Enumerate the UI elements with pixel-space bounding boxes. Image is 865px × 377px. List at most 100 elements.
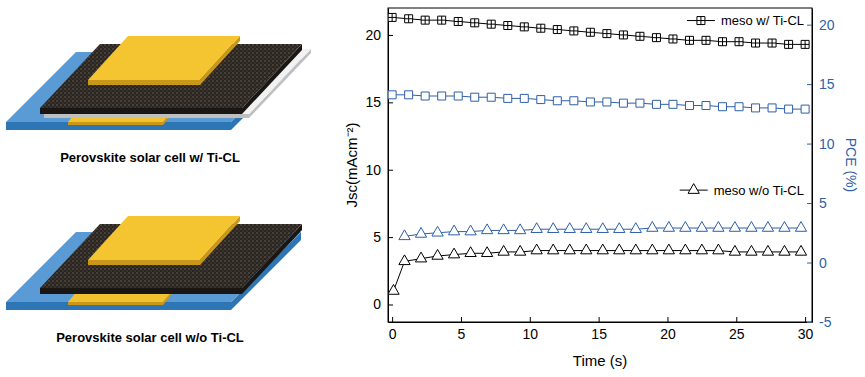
- y2-axis-title: PCE (%): [843, 138, 859, 192]
- y2-axis: -5 0 5 10 15 20: [807, 9, 835, 330]
- data-point: [537, 24, 545, 32]
- x-tick-label: 20: [660, 326, 676, 342]
- data-point: [630, 223, 641, 233]
- data-point: [531, 223, 542, 233]
- y2-tick: 20: [807, 17, 835, 33]
- y-tick-label: 10: [365, 162, 381, 178]
- data-point: [570, 97, 578, 105]
- y-tick-label: 5: [373, 229, 381, 245]
- y2-tick-label: 20: [819, 17, 835, 33]
- y2-tick-label: 10: [819, 136, 835, 152]
- y-axis-title: Jsc(mAcm⁻²): [343, 123, 360, 208]
- y-tick-mark: [388, 102, 393, 103]
- x-tick-label: 0: [389, 326, 397, 342]
- data-point: [487, 93, 495, 101]
- x-tick-mark: [599, 317, 600, 322]
- x-tick-mark: [392, 317, 393, 322]
- data-point: [537, 96, 545, 104]
- data-point: [553, 26, 561, 34]
- data-point: [696, 222, 707, 232]
- data-point: [752, 104, 760, 112]
- x-tick: 25: [729, 317, 745, 342]
- top-electrode-front: [88, 260, 200, 265]
- x-tick: 30: [798, 317, 814, 342]
- y2-tick-mark: [807, 263, 812, 264]
- legend-item: meso w/o Ti-CL: [680, 183, 804, 198]
- x-tick-mark: [461, 317, 462, 322]
- data-point: [685, 102, 693, 110]
- data-point: [614, 223, 625, 233]
- data-point: [405, 91, 413, 99]
- data-point: [768, 39, 776, 47]
- data-point: [603, 30, 611, 38]
- cell-illustration: [6, 36, 311, 130]
- data-point: [415, 227, 426, 237]
- top-electrode-top: [88, 216, 240, 260]
- data-point: [779, 222, 790, 232]
- data-point: [713, 244, 724, 254]
- data-point: [515, 245, 526, 255]
- data-point: [388, 91, 396, 99]
- data-point: [471, 93, 479, 101]
- plot-area: [388, 13, 809, 294]
- data-point: [746, 222, 757, 232]
- data-point: [719, 103, 727, 111]
- data-point: [388, 284, 399, 294]
- data-point: [421, 92, 429, 100]
- y-tick-mark: [388, 170, 393, 171]
- data-point: [564, 223, 575, 233]
- data-point: [471, 19, 479, 27]
- ti-cl-layer-front: [44, 114, 249, 118]
- data-point: [713, 222, 724, 232]
- data-point: [795, 222, 806, 232]
- x-tick-mark: [667, 317, 668, 322]
- data-point: [729, 245, 740, 255]
- data-point: [762, 245, 773, 255]
- y2-tick: 15: [807, 76, 835, 92]
- data-point: [481, 247, 492, 257]
- plot-frame: [388, 8, 812, 322]
- x-axis: 051015202530: [389, 317, 814, 342]
- data-point: [581, 244, 592, 254]
- caption: Perovskite solar cell w/ Ti-CL: [60, 150, 240, 165]
- data-point: [652, 34, 660, 42]
- x-tick-mark: [736, 317, 737, 322]
- y-tick: 10: [365, 162, 393, 178]
- y2-tick: 5: [807, 195, 827, 211]
- data-point: [597, 223, 608, 233]
- data-point: [548, 223, 559, 233]
- data-point: [448, 225, 459, 235]
- legend: meso w/ Ti-CL meso w/o Ti-CL: [680, 13, 804, 198]
- data-point: [399, 230, 410, 240]
- data-point: [762, 222, 773, 232]
- data-point: [636, 32, 644, 40]
- x-tick: 0: [389, 317, 397, 342]
- x-tick: 5: [458, 317, 466, 342]
- y-tick-label: 0: [373, 296, 381, 312]
- data-point: [564, 244, 575, 254]
- data-point: [421, 16, 429, 24]
- y2-tick: -5: [807, 314, 832, 330]
- bottom-electrode-front: [68, 122, 163, 125]
- legend-label: meso w/ Ti-CL: [721, 13, 804, 28]
- data-point: [504, 94, 512, 102]
- data-point: [603, 98, 611, 106]
- top-electrode-front: [88, 80, 200, 85]
- data-point: [663, 244, 674, 254]
- legend-label: meso w/o Ti-CL: [714, 183, 804, 198]
- data-point: [388, 13, 396, 21]
- data-point: [785, 40, 793, 48]
- data-point: [801, 105, 809, 113]
- data-point: [702, 102, 710, 110]
- data-point: [432, 249, 443, 259]
- y2-tick-label: 0: [819, 255, 827, 271]
- data-point: [669, 100, 677, 108]
- data-point: [415, 252, 426, 262]
- y-tick: 5: [373, 229, 393, 245]
- data-point: [454, 92, 462, 100]
- data-point: [680, 244, 691, 254]
- y2-tick-mark: [807, 84, 812, 85]
- y-tick-label: 15: [365, 94, 381, 110]
- data-point: [680, 222, 691, 232]
- y-tick-mark: [388, 237, 393, 238]
